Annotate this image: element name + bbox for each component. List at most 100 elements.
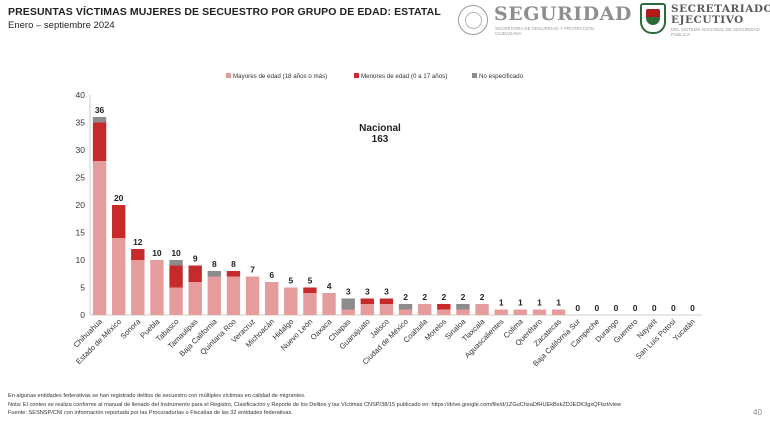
- x-tick-label: Morelos: [423, 317, 449, 343]
- y-tick-label: 10: [76, 255, 86, 265]
- seguridad-logo-sub: SECRETARÍA DE SEGURIDAD Y PROTECCIÓN CIU…: [495, 26, 595, 36]
- data-label: 2: [461, 292, 466, 302]
- bar-segment: [303, 293, 317, 315]
- data-label: 0: [690, 303, 695, 313]
- data-label: 2: [441, 292, 446, 302]
- y-tick-label: 40: [76, 90, 86, 100]
- bar-segment: [169, 265, 183, 288]
- page-subtitle: Enero – septiembre 2024: [8, 20, 115, 31]
- data-label: 2: [422, 292, 427, 302]
- data-label: 1: [556, 298, 561, 308]
- legend-label: Mayores de edad (18 años o más): [233, 73, 327, 80]
- bar-segment: [322, 293, 336, 315]
- data-label: 3: [365, 287, 370, 297]
- data-label: 12: [133, 237, 143, 247]
- data-label: 20: [114, 193, 124, 203]
- legend-swatch: [226, 73, 231, 78]
- data-label: 3: [346, 287, 351, 297]
- bar-segment: [360, 298, 375, 304]
- secretariado-logo-word: SECRETARIADO EJECUTIVO: [671, 4, 770, 26]
- bar-segment: [92, 122, 107, 161]
- data-label: 5: [308, 276, 313, 286]
- data-label: 10: [152, 248, 162, 258]
- data-label: 3: [384, 287, 389, 297]
- y-tick-label: 35: [76, 118, 86, 128]
- y-tick-label: 25: [76, 173, 86, 183]
- legend-swatch: [354, 73, 359, 78]
- secretariado-logo-sub: DEL SISTEMA NACIONAL DE SEGURIDAD PÚBLIC…: [671, 27, 760, 37]
- data-label: 0: [614, 303, 619, 313]
- bar-segment: [111, 205, 126, 238]
- bar-segment: [417, 304, 432, 315]
- bar-segment: [92, 117, 107, 123]
- y-tick-label: 0: [80, 310, 85, 320]
- data-label: 0: [575, 303, 580, 313]
- footnote-1: En algunas entidades federativas se han …: [8, 393, 306, 399]
- bar-segment: [437, 309, 451, 315]
- bar-segment: [456, 304, 470, 310]
- data-label: 8: [212, 259, 217, 269]
- bar-segment: [437, 304, 451, 310]
- secretariado-logo: SECRETARIADO EJECUTIVO DEL SISTEMA NACIO…: [640, 3, 770, 37]
- data-label: 8: [231, 259, 236, 269]
- bar-segment: [379, 304, 394, 315]
- data-label: 7: [250, 265, 255, 275]
- bar-segment: [379, 298, 394, 304]
- x-tick-label: Sonora: [119, 317, 143, 341]
- bar-segment: [169, 287, 183, 315]
- bar-segment: [513, 309, 528, 315]
- bar-segment: [532, 309, 547, 315]
- data-label: 4: [327, 281, 332, 291]
- bar-segment: [169, 260, 183, 266]
- bar-segment: [551, 309, 566, 315]
- bar-segment: [456, 309, 470, 315]
- y-tick-label: 5: [80, 283, 85, 293]
- legend-label: Menores de edad (0 a 17 años): [361, 73, 447, 80]
- bar-segment: [341, 298, 355, 310]
- data-label: 2: [480, 292, 485, 302]
- bar-segment: [245, 276, 260, 315]
- seal-icon: [458, 5, 488, 35]
- bar-segment: [188, 265, 202, 282]
- bar-segment: [207, 276, 222, 315]
- bar-segment: [207, 271, 222, 277]
- legend-label: No especificado: [479, 73, 524, 80]
- data-label: 0: [594, 303, 599, 313]
- bar-segment: [92, 161, 107, 315]
- bar-segment: [303, 287, 317, 293]
- data-label: 1: [537, 298, 542, 308]
- footnote-2: Nota: El conteo se realiza conforme al m…: [8, 401, 622, 408]
- bar-segment: [150, 260, 164, 315]
- data-label: 9: [193, 254, 198, 264]
- bar-segment: [398, 304, 413, 310]
- bar-segment: [398, 309, 413, 315]
- data-label: 0: [652, 303, 657, 313]
- annotation-label: Nacional: [359, 123, 401, 134]
- seguridad-logo: SEGURIDAD SECRETARÍA DE SEGURIDAD Y PROT…: [458, 3, 633, 37]
- y-tick-label: 20: [76, 200, 86, 210]
- page-title: PRESUNTAS VÍCTIMAS MUJERES DE SECUESTRO …: [8, 6, 441, 18]
- data-label: 0: [633, 303, 638, 313]
- bar-segment: [131, 249, 145, 260]
- annotation-value: 163: [372, 134, 389, 145]
- page-number: 40: [753, 408, 762, 417]
- bar-segment: [131, 260, 145, 315]
- data-label: 0: [671, 303, 676, 313]
- seguridad-logo-word: SEGURIDAD: [494, 3, 632, 25]
- secretariado-word-line1: SECRETARIADO: [671, 3, 770, 15]
- bar-segment: [226, 276, 241, 315]
- footnotes: En algunas entidades federativas se han …: [8, 392, 728, 418]
- data-label: 10: [171, 248, 181, 258]
- bar-segment: [188, 282, 202, 315]
- secretariado-word-line2: EJECUTIVO: [671, 14, 744, 26]
- bar-segment: [226, 271, 241, 277]
- data-label: 6: [269, 270, 274, 280]
- bar-segment: [360, 304, 375, 315]
- shield-icon: [640, 3, 666, 34]
- bar-segment: [284, 287, 298, 315]
- y-tick-label: 15: [76, 228, 86, 238]
- bar-segment: [341, 309, 355, 315]
- data-label: 5: [288, 276, 293, 286]
- footnote-3: Fuente: SESNSP/CNI con información repor…: [8, 410, 293, 416]
